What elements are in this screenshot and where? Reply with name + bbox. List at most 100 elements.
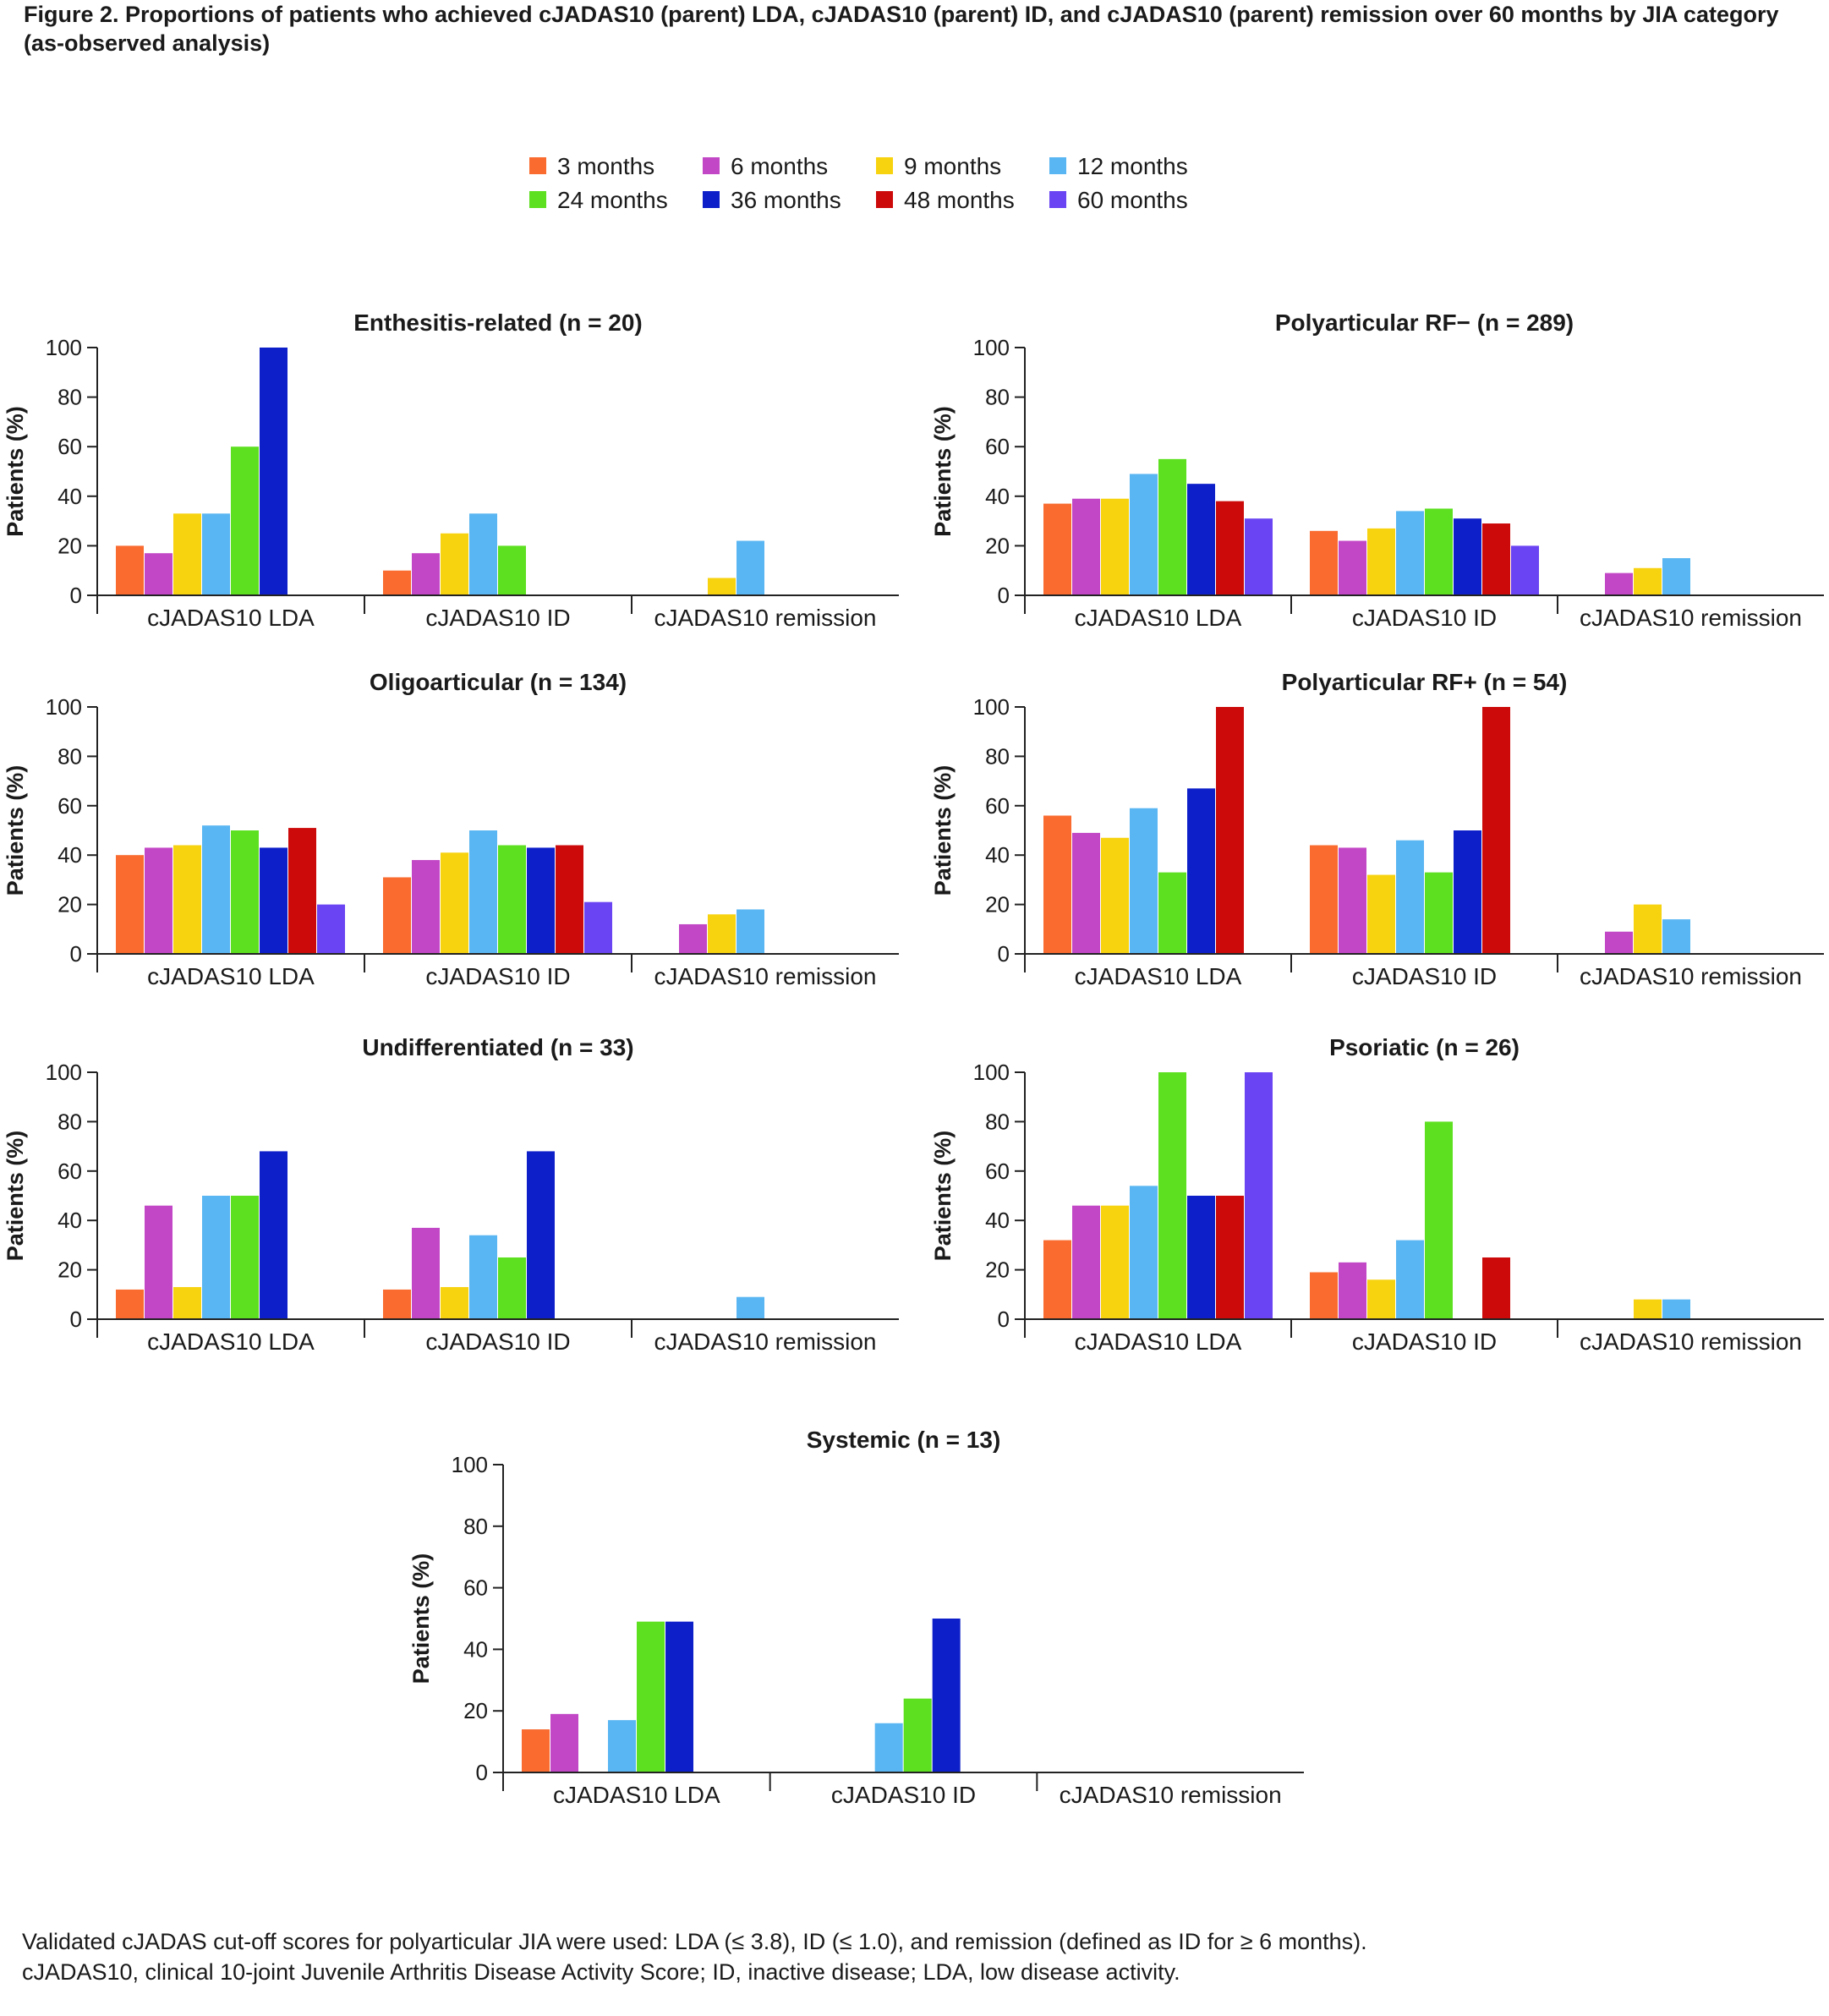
bar-cjadas10-remission-12-months — [1662, 919, 1690, 954]
legend: 3 months 6 months 9 months 12 months 24 mont… — [529, 153, 1188, 213]
x-category-label-cjadas10-id: cJADAS10 ID — [1352, 605, 1497, 631]
legend-label-60-months: 60 months — [1077, 187, 1188, 213]
x-category-label-cjadas10-lda: cJADAS10 LDA — [147, 1328, 315, 1355]
bar-cjadas10-id-24-months — [1425, 872, 1453, 954]
bar-cjadas10-id-36-months — [1454, 518, 1481, 595]
bar-cjadas10-id-12-months — [1396, 511, 1424, 595]
bar-cjadas10-id-9-months — [1367, 528, 1395, 595]
x-category-label-cjadas10-remission: cJADAS10 remission — [1580, 605, 1802, 631]
chart-panels: Enthesitis-related (n = 20) Patients (%) 0… — [3, 310, 1824, 1808]
bar-cjadas10-id-6-months — [412, 860, 440, 954]
x-category-label-cjadas10-id: cJADAS10 ID — [425, 963, 570, 989]
x-category-label-cjadas10-remission: cJADAS10 remission — [1060, 1782, 1282, 1808]
bar-cjadas10-remission-12-months — [737, 540, 764, 595]
x-category-label-cjadas10-id: cJADAS10 ID — [1352, 1328, 1497, 1355]
bar-cjadas10-lda-12-months — [202, 1196, 230, 1319]
y-tick-label: 20 — [985, 533, 1010, 558]
bar-cjadas10-lda-6-months — [1072, 1205, 1100, 1319]
y-tick-label: 20 — [463, 1698, 488, 1723]
chart-panel-polyarticular-rf: Polyarticular RF+ (n = 54) Patients (%) 0 2… — [930, 669, 1824, 989]
bar-cjadas10-lda-36-months — [260, 1151, 287, 1319]
bar-cjadas10-id-9-months — [1367, 874, 1395, 954]
bar-cjadas10-lda-48-months — [1216, 707, 1244, 954]
y-tick-label: 80 — [57, 743, 82, 769]
bar-cjadas10-id-3-months — [383, 877, 411, 954]
bar-cjadas10-remission-9-months — [1634, 567, 1662, 595]
bar-cjadas10-lda-12-months — [202, 825, 230, 954]
bar-cjadas10-remission-9-months — [1634, 1299, 1662, 1319]
bar-cjadas10-id-6-months — [1339, 847, 1366, 954]
bar-cjadas10-id-12-months — [469, 513, 497, 595]
bar-cjadas10-id-3-months — [383, 570, 411, 595]
bar-cjadas10-lda-3-months — [1043, 815, 1071, 954]
bar-cjadas10-lda-24-months — [637, 1621, 665, 1772]
bar-cjadas10-lda-9-months — [1101, 1205, 1129, 1319]
bar-cjadas10-id-6-months — [412, 553, 440, 595]
bar-cjadas10-lda-48-months — [1216, 501, 1244, 595]
legend-swatch-48-months — [876, 191, 893, 208]
bar-cjadas10-id-6-months — [1339, 1262, 1366, 1319]
y-tick-label: 80 — [57, 385, 82, 410]
bar-cjadas10-id-3-months — [1310, 530, 1338, 595]
bar-cjadas10-lda-24-months — [231, 446, 259, 595]
bar-cjadas10-lda-36-months — [1187, 1196, 1215, 1319]
bar-cjadas10-id-48-months — [556, 845, 583, 954]
legend-swatch-3-months — [529, 157, 546, 174]
bar-cjadas10-id-12-months — [1396, 840, 1424, 954]
bar-cjadas10-lda-24-months — [231, 830, 259, 954]
x-category-label-cjadas10-remission: cJADAS10 remission — [1580, 963, 1802, 989]
bar-cjadas10-lda-9-months — [173, 845, 201, 954]
bar-cjadas10-lda-3-months — [522, 1729, 550, 1772]
y-tick-label: 40 — [463, 1636, 488, 1662]
bar-cjadas10-lda-60-months — [1245, 518, 1273, 595]
legend-item-3-months: 3 months — [529, 153, 654, 179]
y-tick-label: 0 — [70, 1307, 82, 1332]
x-category-label-cjadas10-lda: cJADAS10 LDA — [1075, 605, 1242, 631]
bar-cjadas10-lda-3-months — [1043, 503, 1071, 595]
figure-title: Figure 2. Proportions of patients who ac… — [24, 2, 1779, 56]
bar-cjadas10-lda-24-months — [1158, 872, 1186, 954]
y-tick-label: 20 — [57, 1257, 82, 1283]
bar-cjadas10-remission-9-months — [1634, 904, 1662, 954]
x-category-label-cjadas10-lda: cJADAS10 LDA — [147, 963, 315, 989]
y-tick-label: 100 — [973, 335, 1010, 360]
y-axis-label: Patients (%) — [408, 1553, 434, 1685]
bar-cjadas10-id-36-months — [1454, 830, 1481, 954]
chart-panel-psoriatic: Psoriatic (n = 26) Patients (%) 0 20 40 60 80 1… — [930, 1034, 1824, 1355]
y-axis-label: Patients (%) — [3, 1131, 28, 1262]
footnote-abbreviations: cJADAS10, clinical 10-joint Juvenile Art… — [22, 1959, 1180, 1985]
y-tick-label: 20 — [985, 1257, 1010, 1283]
y-tick-label: 100 — [46, 694, 82, 720]
bar-cjadas10-lda-3-months — [116, 855, 144, 954]
y-tick-label: 40 — [57, 842, 82, 868]
y-tick-label: 80 — [985, 1109, 1010, 1134]
x-category-label-cjadas10-remission: cJADAS10 remission — [654, 605, 877, 631]
legend-swatch-12-months — [1049, 157, 1066, 174]
bar-cjadas10-id-60-months — [584, 901, 612, 954]
bar-cjadas10-lda-9-months — [173, 1287, 201, 1319]
bar-cjadas10-lda-12-months — [1130, 474, 1158, 595]
y-tick-label: 60 — [57, 434, 82, 459]
legend-swatch-60-months — [1049, 191, 1066, 208]
y-tick-label: 20 — [57, 533, 82, 558]
bar-cjadas10-lda-24-months — [1158, 1072, 1186, 1319]
legend-swatch-24-months — [529, 191, 546, 208]
y-axis-label: Patients (%) — [930, 765, 956, 896]
x-category-label-cjadas10-id: cJADAS10 ID — [425, 605, 570, 631]
y-tick-label: 100 — [973, 694, 1010, 720]
panel-title: Systemic (n = 13) — [807, 1427, 1001, 1453]
bar-cjadas10-lda-36-months — [665, 1621, 693, 1772]
bar-cjadas10-remission-12-months — [737, 909, 764, 954]
bar-cjadas10-remission-6-months — [1605, 572, 1633, 595]
bar-cjadas10-id-24-months — [498, 845, 526, 954]
bar-cjadas10-lda-6-months — [1072, 498, 1100, 595]
x-category-label-cjadas10-remission: cJADAS10 remission — [654, 1328, 877, 1355]
panel-title: Polyarticular RF− (n = 289) — [1275, 310, 1574, 336]
y-tick-label: 100 — [452, 1452, 488, 1477]
bar-cjadas10-lda-9-months — [1101, 837, 1129, 954]
chart-panel-oligoarticular: Oligoarticular (n = 134) Patients (%) 0 20 4… — [3, 669, 899, 989]
bar-cjadas10-lda-6-months — [145, 847, 172, 954]
legend-swatch-36-months — [703, 191, 720, 208]
bar-cjadas10-lda-6-months — [145, 1205, 172, 1319]
